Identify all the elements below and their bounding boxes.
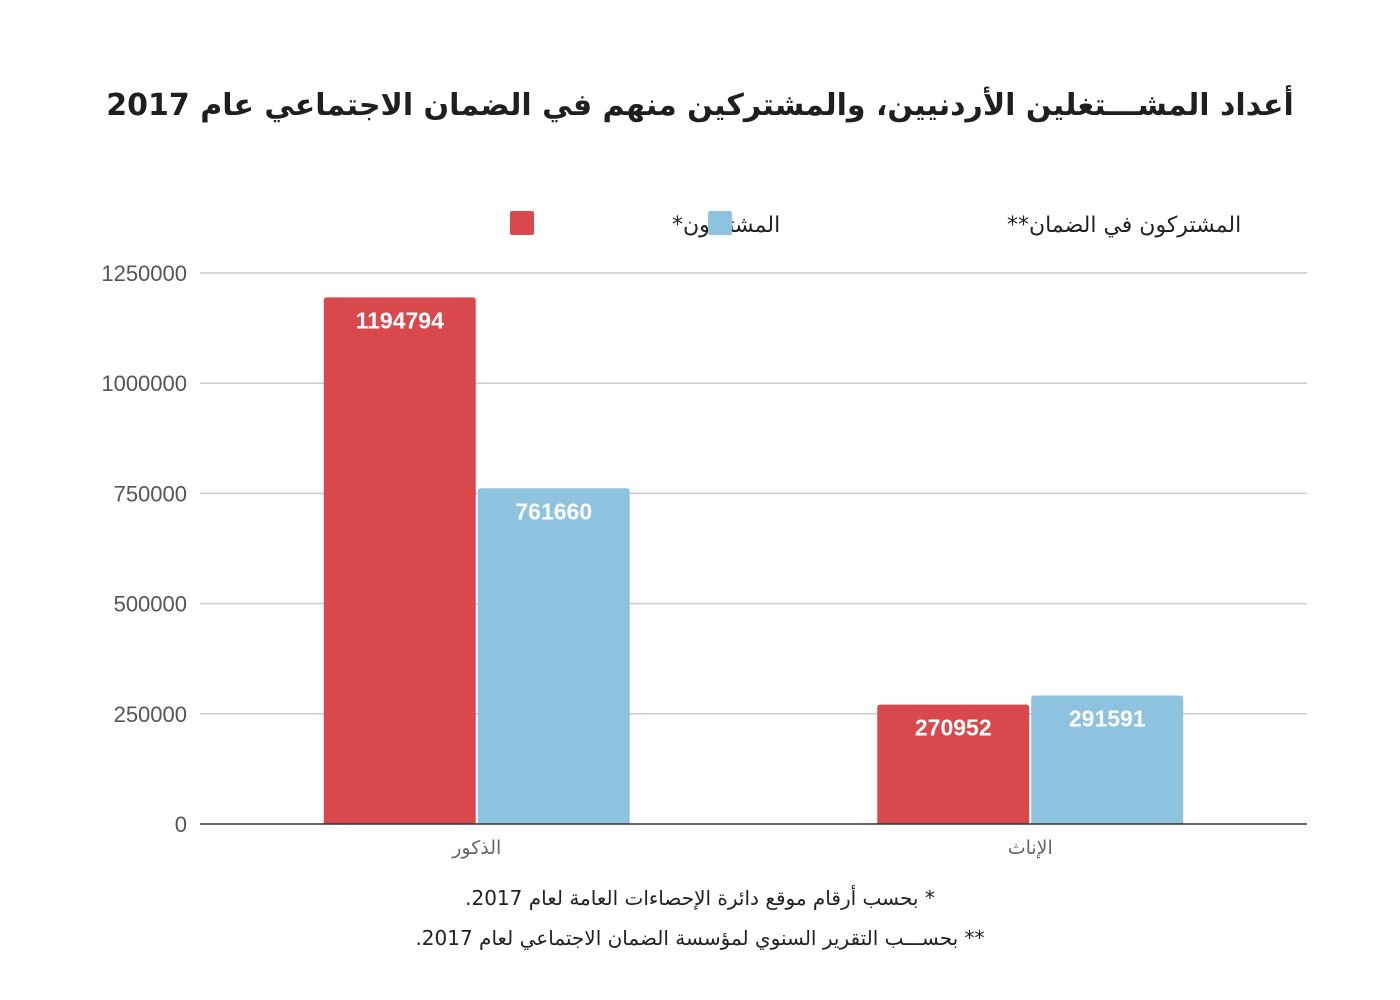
footnote-1: * بحسب أرقام موقع دائرة الإحصاءات العامة…: [465, 886, 935, 910]
y-tick-label: 1250000: [101, 261, 187, 286]
y-axis-ticks: 0 250000 500000 750000 1000000 1250000: [101, 261, 187, 837]
y-tick-label: 0: [175, 812, 187, 837]
x-tick-label: الذكور: [451, 837, 501, 859]
chart-title: أعداد المشـــتغلين الأردنيين، والمشتركين…: [106, 88, 1294, 123]
legend-swatch: [708, 211, 732, 235]
y-tick-label: 1000000: [101, 371, 187, 396]
legend: المشتغلون*المشتركون في الضمان**: [510, 211, 1241, 238]
legend-label: المشتركون في الضمان**: [1007, 213, 1241, 238]
footnote-2: ** بحســـب التقرير السنوي لمؤسسة الضمان …: [415, 926, 985, 950]
data-label: 1194794: [356, 307, 444, 333]
data-label: 761660: [515, 498, 592, 524]
bar: [323, 297, 476, 824]
y-tick-label: 250000: [114, 702, 187, 727]
legend-swatch: [510, 211, 534, 235]
bar: [1031, 695, 1184, 824]
data-label: 291591: [1069, 705, 1146, 731]
footnotes: * بحسب أرقام موقع دائرة الإحصاءات العامة…: [0, 878, 1400, 958]
bar: [477, 488, 630, 824]
y-tick-label: 750000: [114, 481, 187, 506]
x-tick-label: الإناث: [1008, 837, 1053, 859]
data-label: 270952: [915, 715, 992, 741]
bar: [877, 704, 1030, 824]
bars: [323, 297, 1184, 824]
y-tick-label: 500000: [114, 592, 187, 617]
data-labels: 1194794 761660 270952 291591: [356, 307, 1146, 740]
x-axis: الذكور الإناث: [200, 823, 1307, 859]
